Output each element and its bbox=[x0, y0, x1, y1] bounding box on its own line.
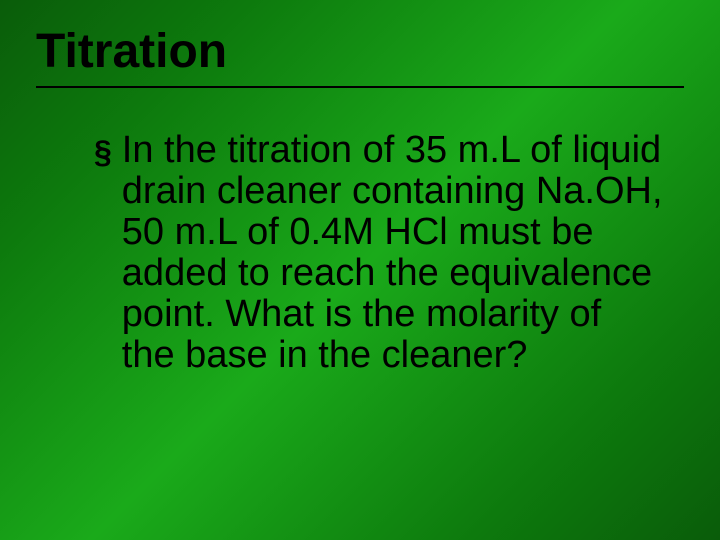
slide: Titration § In the titration of 35 m.L o… bbox=[0, 0, 720, 540]
body-text: In the titration of 35 m.L of liquid dra… bbox=[122, 130, 664, 376]
body-area: § In the titration of 35 m.L of liquid d… bbox=[36, 130, 684, 376]
bullet-item: § In the titration of 35 m.L of liquid d… bbox=[94, 130, 664, 376]
title-underline bbox=[36, 86, 684, 88]
slide-title: Titration bbox=[36, 28, 684, 76]
bullet-glyph-icon: § bbox=[94, 130, 112, 170]
